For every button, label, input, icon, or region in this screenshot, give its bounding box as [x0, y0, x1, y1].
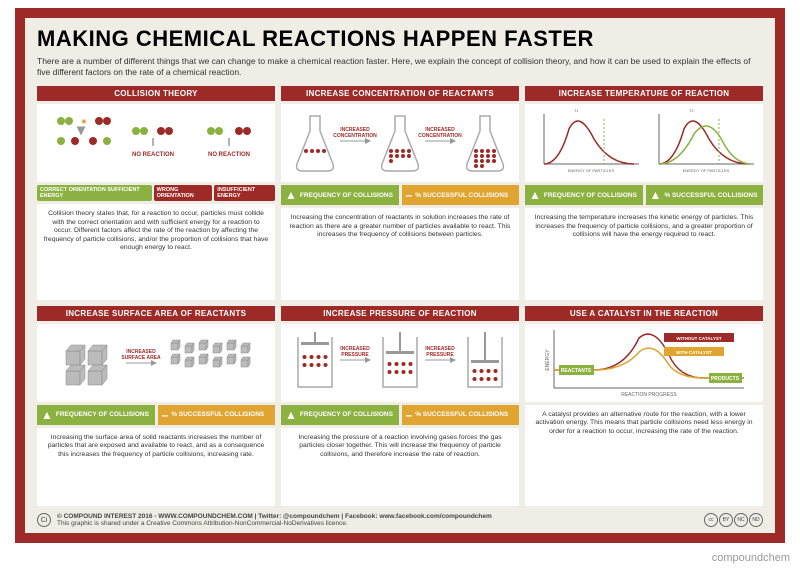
panel-desc: Collision theory states that, for a reac… — [37, 204, 275, 299]
tag: WRONG ORIENTATION — [154, 185, 213, 201]
panel-header: INCREASE TEMPERATURE OF REACTION — [525, 86, 763, 101]
svg-text:NO REACTION: NO REACTION — [132, 152, 174, 158]
svg-text:CONCENTRATION: CONCENTRATION — [333, 133, 377, 139]
panel-4: INCREASE PRESSURE OF REACTION INCREASED … — [281, 306, 519, 507]
panel-diagram: INCREASED SURFACE AREA — [37, 324, 275, 402]
svg-text:PRESSURE: PRESSURE — [341, 352, 369, 358]
license-text: This graphic is shared under a Creative … — [57, 520, 698, 527]
logo-icon: Ci — [37, 513, 51, 527]
badge-same: –% SUCCESSFUL COLLISIONS — [402, 405, 520, 425]
cc-icon: cc — [704, 513, 718, 527]
svg-text:ENERGY OF PARTICLES: ENERGY OF PARTICLES — [568, 168, 615, 173]
panel-3: INCREASE SURFACE AREA OF REACTANTS INCRE… — [37, 306, 275, 507]
svg-text:CONCENTRATION: CONCENTRATION — [418, 133, 462, 139]
arrow-icon: ▲ — [41, 409, 53, 421]
badge-up: ▲FREQUENCY OF COLLISIONS — [37, 405, 155, 425]
svg-text:WITH CATALYST: WITH CATALYST — [676, 350, 712, 355]
badge-up: ▲FREQUENCY OF COLLISIONS — [281, 185, 399, 205]
badge-row: ▲FREQUENCY OF COLLISIONS–% SUCCESSFUL CO… — [37, 405, 275, 425]
panel-desc: A catalyst provides an alternative route… — [525, 405, 763, 507]
badge-row: ▲FREQUENCY OF COLLISIONS–% SUCCESSFUL CO… — [281, 405, 519, 425]
panel-desc: Increasing the temperature increases the… — [525, 208, 763, 299]
badge-label: FREQUENCY OF COLLISIONS — [300, 411, 393, 418]
badge-label: % SUCCESSFUL COLLISIONS — [415, 411, 508, 418]
panel-diagram: ✸ NO REACTION NO REACTION — [37, 104, 275, 182]
badge-same: –% SUCCESSFUL COLLISIONS — [158, 405, 276, 425]
panel-header: USE A CATALYST IN THE REACTION — [525, 306, 763, 321]
watermark: compoundchem — [712, 552, 790, 564]
infographic-frame: MAKING CHEMICAL REACTIONS HAPPEN FASTER … — [15, 8, 785, 543]
arrow-icon: ▲ — [285, 409, 297, 421]
badge-up: ▲% SUCCESSFUL COLLISIONS — [646, 185, 764, 205]
cc-icon: NC — [734, 513, 748, 527]
cc-icons: ccBYNCND — [704, 513, 763, 527]
svg-text:PRODUCTS: PRODUCTS — [711, 376, 740, 382]
panel-grid: COLLISION THEORY ✸ NO REACTION NO REACTI… — [37, 86, 763, 506]
panel-diagram: REACTANTS PRODUCTS WITHOUT CATALYST WITH… — [525, 324, 763, 402]
svg-text:ENERGY OF PARTICLES: ENERGY OF PARTICLES — [683, 168, 730, 173]
badge-same: –% SUCCESSFUL COLLISIONS — [402, 185, 520, 205]
panel-1: INCREASE CONCENTRATION OF REACTANTS INCR… — [281, 86, 519, 299]
badge-label: FREQUENCY OF COLLISIONS — [56, 411, 149, 418]
footer: Ci © COMPOUND INTEREST 2016 - WWW.COMPOU… — [37, 513, 763, 527]
main-title: MAKING CHEMICAL REACTIONS HAPPEN FASTER — [37, 26, 763, 52]
arrow-icon: ▲ — [529, 189, 541, 201]
tag: INSUFFICIENT ENERGY — [214, 185, 275, 201]
panel-diagram: INCREASED PRESSURE INCREASED PRESSURE — [281, 324, 519, 402]
arrow-icon: – — [406, 189, 413, 201]
badge-label: % SUCCESSFUL COLLISIONS — [415, 192, 508, 199]
tag-row: CORRECT ORIENTATION SUFFICIENT ENERGYWRO… — [37, 185, 275, 201]
svg-text:ENERGY: ENERGY — [545, 349, 551, 371]
svg-text:T2: T2 — [689, 108, 694, 113]
panel-header: INCREASE CONCENTRATION OF REACTANTS — [281, 86, 519, 101]
badge-row: ▲FREQUENCY OF COLLISIONS▲% SUCCESSFUL CO… — [525, 185, 763, 205]
svg-text:PRESSURE: PRESSURE — [426, 352, 454, 358]
tag: CORRECT ORIENTATION SUFFICIENT ENERGY — [37, 185, 152, 201]
badge-label: % SUCCESSFUL COLLISIONS — [664, 192, 757, 199]
badge-label: FREQUENCY OF COLLISIONS — [300, 192, 393, 199]
panel-desc: Increasing the concentration of reactant… — [281, 208, 519, 299]
cc-icon: ND — [749, 513, 763, 527]
arrow-icon: ▲ — [285, 189, 297, 201]
svg-text:T1: T1 — [574, 108, 579, 113]
cc-icon: BY — [719, 513, 733, 527]
svg-text:REACTANTS: REACTANTS — [561, 368, 592, 374]
svg-text:REACTION PROGRESS: REACTION PROGRESS — [621, 392, 677, 398]
arrow-icon: – — [406, 409, 413, 421]
panel-5: USE A CATALYST IN THE REACTION REACTANTS… — [525, 306, 763, 507]
panel-header: INCREASE PRESSURE OF REACTION — [281, 306, 519, 321]
badge-up: ▲FREQUENCY OF COLLISIONS — [525, 185, 643, 205]
panel-desc: Increasing the pressure of a reaction in… — [281, 428, 519, 507]
svg-text:✸: ✸ — [81, 118, 87, 126]
intro-text: There are a number of different things t… — [37, 56, 763, 78]
panel-desc: Increasing the surface area of solid rea… — [37, 428, 275, 507]
panel-2: INCREASE TEMPERATURE OF REACTION ENERGY … — [525, 86, 763, 299]
arrow-icon: ▲ — [650, 189, 662, 201]
badge-label: % SUCCESSFUL COLLISIONS — [171, 411, 264, 418]
panel-header: INCREASE SURFACE AREA OF REACTANTS — [37, 306, 275, 321]
panel-diagram: ENERGY OF PARTICLES T1 ENERGY OF PARTICL… — [525, 104, 763, 182]
panel-0: COLLISION THEORY ✸ NO REACTION NO REACTI… — [37, 86, 275, 299]
badge-row: ▲FREQUENCY OF COLLISIONS–% SUCCESSFUL CO… — [281, 185, 519, 205]
svg-text:WITHOUT CATALYST: WITHOUT CATALYST — [676, 336, 721, 341]
badge-label: FREQUENCY OF COLLISIONS — [544, 192, 637, 199]
copyright-text: © COMPOUND INTEREST 2016 - WWW.COMPOUNDC… — [57, 513, 698, 520]
panel-header: COLLISION THEORY — [37, 86, 275, 101]
svg-text:SURFACE AREA: SURFACE AREA — [121, 355, 161, 361]
badge-up: ▲FREQUENCY OF COLLISIONS — [281, 405, 399, 425]
arrow-icon: – — [162, 409, 169, 421]
panel-diagram: INCREASED CONCENTRATION INCREASED CONCEN… — [281, 104, 519, 182]
svg-text:NO REACTION: NO REACTION — [208, 152, 250, 158]
